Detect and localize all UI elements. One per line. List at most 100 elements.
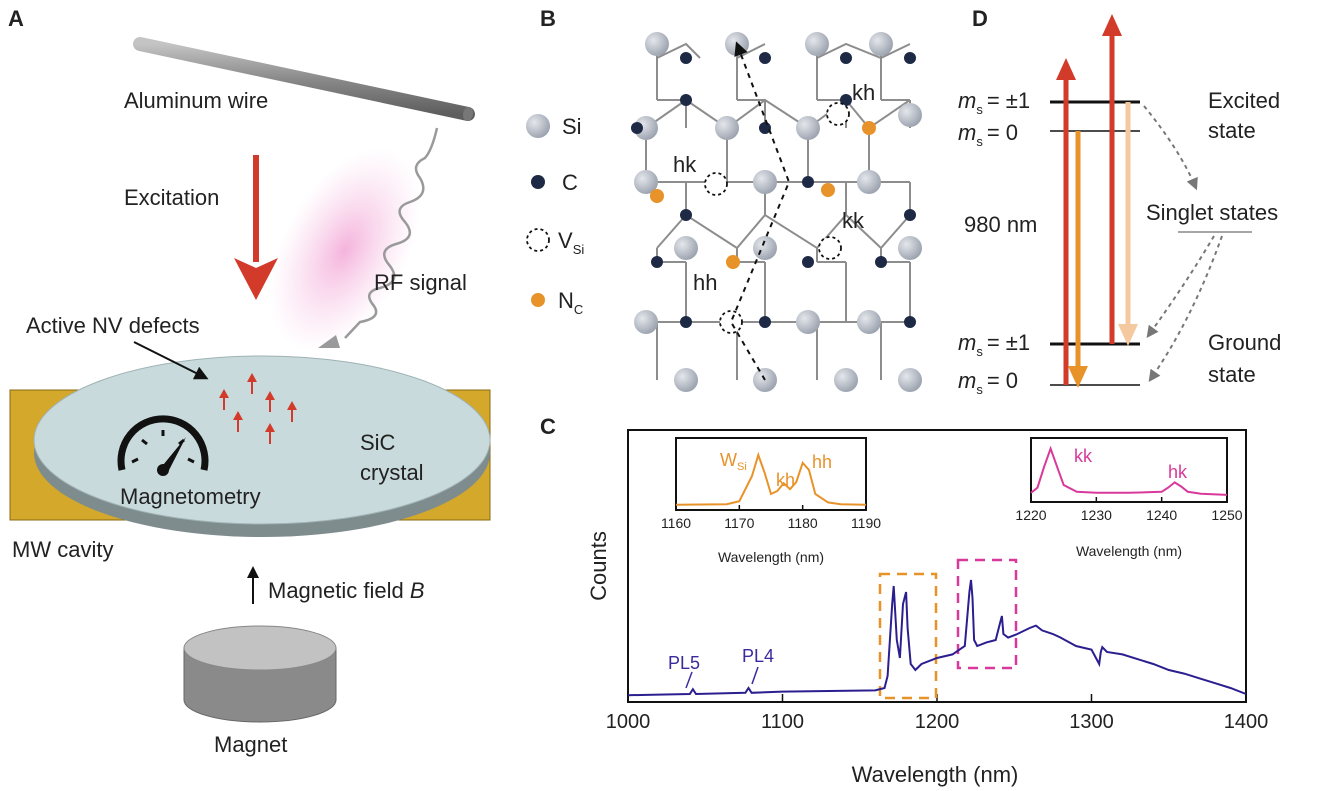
site-label-hh: hh <box>693 270 717 295</box>
spectrum-x-tick-label: 1400 <box>1224 711 1269 733</box>
spectrum-x-tick-label: 1200 <box>915 711 960 733</box>
gauge-icon <box>117 415 209 476</box>
vacancies <box>704 102 850 334</box>
rf-signal-label: RF signal <box>374 270 467 295</box>
legend-vacancy-marker <box>526 228 550 252</box>
ground-state-label-1: Ground <box>1208 330 1281 355</box>
excitation-label: Excitation <box>124 185 219 210</box>
nv-spin-arrow <box>265 391 275 412</box>
emission-arrows <box>1068 102 1138 388</box>
legend-c-label: C <box>562 170 578 195</box>
panel-b-letter: B <box>540 6 556 31</box>
panel-d: D ms = ±1 ms = 0 ms = ±1 ms = 0 <box>958 6 1281 397</box>
panel-d-letter: D <box>972 6 988 31</box>
si-atoms <box>634 32 922 392</box>
legend-si-marker <box>526 114 550 138</box>
nv-spin-arrow <box>265 423 275 444</box>
level-excited-0: ms = 0 <box>958 120 1018 149</box>
excitation-arrow <box>234 155 278 300</box>
inset-magenta-line <box>1030 445 1228 496</box>
panel-a-letter: A <box>8 6 24 31</box>
level-excited-pm1: ms = ±1 <box>958 88 1030 117</box>
excited-state-label-2: state <box>1208 118 1256 143</box>
inset-orange-frame <box>675 437 867 511</box>
spectrum-x-axis: 1000 1100 1200 1300 1400 <box>606 694 1269 733</box>
inset-orange-x-label: Wavelength (nm) <box>718 549 824 565</box>
spectrum-y-label: Counts <box>586 531 611 601</box>
ground-state-label-2: state <box>1208 362 1256 387</box>
inset-magenta-x-tick-label: 1240 <box>1146 507 1177 523</box>
legend-vacancy-label: VSi <box>558 228 584 257</box>
level-ground-pm1: ms = ±1 <box>958 330 1030 359</box>
spectrum-x-tick-label: 1300 <box>1069 711 1114 733</box>
excited-state-label-1: Excited <box>1208 88 1280 113</box>
inset-orange-label-w: WSi <box>720 450 747 473</box>
rf-signal-wave <box>344 127 439 339</box>
legend-si-label: Si <box>562 114 582 139</box>
panel-a: A Aluminum wire Excitation RF signal MW … <box>8 6 491 757</box>
site-label-kk: kk <box>842 208 865 233</box>
nv-spin-arrow <box>233 411 243 432</box>
spectrum-x-tick-label: 1100 <box>761 711 804 733</box>
stacking-sequence-line <box>729 41 791 381</box>
intersystem-arrows <box>1143 105 1223 382</box>
magnetometry-label: Magnetometry <box>120 484 261 509</box>
nv-spin-arrow <box>247 373 257 394</box>
mw-cavity-label: MW cavity <box>12 537 113 562</box>
pl4-label: PL4 <box>742 646 774 666</box>
inset-magenta-frame <box>1030 437 1228 503</box>
inset-magenta-x-tick-label: 1230 <box>1081 507 1112 523</box>
lattice-atoms <box>631 32 922 392</box>
magnetic-field-arrow <box>247 566 259 604</box>
spectrum-x-tick-label: 1000 <box>606 711 651 733</box>
inset-orange-x-tick-label: 1170 <box>724 515 754 531</box>
lattice-bonds <box>645 42 911 380</box>
panel-c: C 1000 1100 1200 1300 1400 Wavelength (nm) C… <box>540 414 1268 787</box>
inset-orange-label-hh: hh <box>812 452 832 472</box>
highlight-box-orange <box>878 572 938 700</box>
highlight-box-magenta <box>956 558 1018 670</box>
wavelength-label: 980 nm <box>964 212 1037 237</box>
inset-orange-x-axis: 1160 1170 1180 1190 <box>661 505 881 531</box>
aluminum-wire-label: Aluminum wire <box>124 88 268 113</box>
nv-spin-arrow <box>287 401 297 422</box>
legend-n-marker <box>531 293 545 307</box>
pl5-pointer <box>685 671 693 689</box>
singlet-states-label: Singlet states <box>1146 200 1278 225</box>
rf-glow <box>269 148 421 352</box>
legend-n-label: NC <box>558 288 583 317</box>
sic-crystal <box>33 355 491 525</box>
inset-orange-x-tick-label: 1180 <box>788 515 818 531</box>
inset-magenta-x-tick-label: 1250 <box>1211 507 1242 523</box>
inset-orange-line <box>675 451 867 506</box>
panel-b: B Si C VSi NC <box>526 6 922 392</box>
inset-orange-label-kh: kh <box>776 470 795 490</box>
inset-magenta-label-kk: kk <box>1074 446 1093 466</box>
lattice-legend: Si C VSi NC <box>526 114 584 317</box>
nv-defects-label: Active NV defects <box>26 313 200 338</box>
excitation-arrows <box>1056 14 1122 385</box>
pl5-label: PL5 <box>668 653 700 673</box>
spectrum-x-label: Wavelength (nm) <box>852 762 1019 787</box>
n-atoms <box>650 121 876 269</box>
nv-spin-arrow <box>219 389 229 410</box>
inset-orange-x-tick-label: 1190 <box>851 515 881 531</box>
inset-magenta-x-tick-label: 1220 <box>1015 507 1046 523</box>
level-ground-0: ms = 0 <box>958 368 1018 397</box>
inset-magenta-label-hk: hk <box>1168 462 1188 482</box>
site-label-hk: hk <box>673 152 697 177</box>
aluminum-wire <box>133 37 475 121</box>
nv-spin-arrows <box>219 373 297 444</box>
pl4-pointer <box>751 666 759 685</box>
panel-c-letter: C <box>540 414 556 439</box>
sic-label-2: crystal <box>360 460 424 485</box>
magnetic-field-label: Magnetic field B <box>268 578 425 603</box>
magnet-icon <box>183 625 337 723</box>
legend-c-marker <box>531 175 545 189</box>
inset-orange-x-tick-label: 1160 <box>661 515 691 531</box>
nv-pointer-arrow <box>133 341 209 380</box>
magnet-label: Magnet <box>214 732 287 757</box>
inset-magenta-x-label: Wavelength (nm) <box>1076 543 1182 559</box>
inset-magenta-x-axis: 1220 1230 1240 1250 <box>1015 497 1243 523</box>
c-atoms <box>631 52 916 328</box>
